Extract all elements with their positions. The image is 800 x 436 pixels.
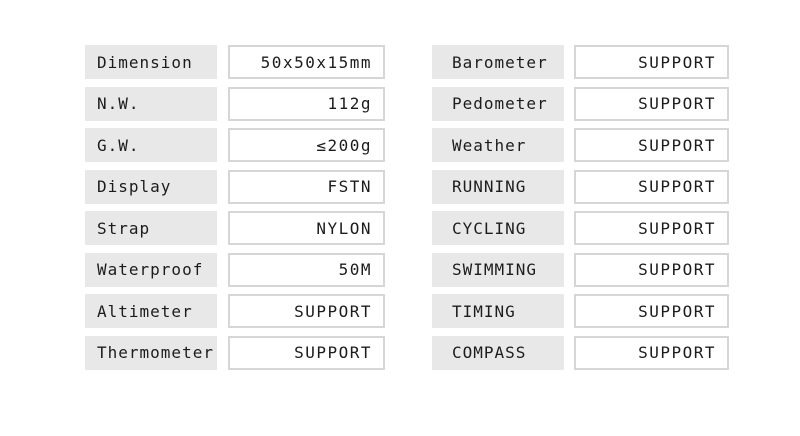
spec-row: Waterproof 50M [85, 252, 385, 287]
spec-row: SWIMMING SUPPORT [432, 252, 729, 287]
spec-value: SUPPORT [574, 45, 729, 79]
spec-row: RUNNING SUPPORT [432, 169, 729, 204]
spec-label: Weather [432, 128, 564, 162]
spec-value: SUPPORT [574, 86, 729, 121]
spec-label: TIMING [432, 294, 564, 328]
spec-value: 50M [228, 252, 385, 287]
spec-value: SUPPORT [574, 128, 729, 162]
spec-row: G.W. ≤200g [85, 128, 385, 162]
spec-label: Barometer [432, 45, 564, 79]
spec-row: Weather SUPPORT [432, 128, 729, 162]
spec-value: SUPPORT [574, 211, 729, 245]
spec-row: Barometer SUPPORT [432, 45, 729, 79]
spec-label: Dimension [85, 45, 217, 79]
spec-row: Altimeter SUPPORT [85, 294, 385, 328]
spec-row: N.W. 112g [85, 86, 385, 121]
spec-label: Waterproof [85, 252, 217, 287]
spec-label: CYCLING [432, 211, 564, 245]
spec-row: Dimension 50x50x15mm [85, 45, 385, 79]
spec-row: Strap NYLON [85, 211, 385, 245]
spec-label: G.W. [85, 128, 217, 162]
spec-value: 112g [228, 86, 385, 121]
spec-label: RUNNING [432, 169, 564, 204]
spec-label: SWIMMING [432, 252, 564, 287]
spec-table: Dimension 50x50x15mm N.W. 112g G.W. ≤200… [85, 45, 729, 370]
spec-column-right: Barometer SUPPORT Pedometer SUPPORT Weat… [432, 45, 729, 370]
spec-value: 50x50x15mm [228, 45, 385, 79]
spec-row: CYCLING SUPPORT [432, 211, 729, 245]
spec-row: Thermometer SUPPORT [85, 335, 385, 370]
spec-value: SUPPORT [574, 252, 729, 287]
spec-value: SUPPORT [574, 294, 729, 328]
spec-label: N.W. [85, 86, 217, 121]
spec-value: NYLON [228, 211, 385, 245]
spec-value: ≤200g [228, 128, 385, 162]
spec-value: SUPPORT [228, 335, 385, 370]
spec-label: Strap [85, 211, 217, 245]
spec-label: Pedometer [432, 86, 564, 121]
spec-label: COMPASS [432, 335, 564, 370]
spec-row: Display FSTN [85, 169, 385, 204]
spec-value: FSTN [228, 169, 385, 204]
spec-column-left: Dimension 50x50x15mm N.W. 112g G.W. ≤200… [85, 45, 385, 370]
spec-value: SUPPORT [574, 169, 729, 204]
spec-value: SUPPORT [574, 335, 729, 370]
spec-value: SUPPORT [228, 294, 385, 328]
spec-row: TIMING SUPPORT [432, 294, 729, 328]
spec-label: Altimeter [85, 294, 217, 328]
spec-row: Pedometer SUPPORT [432, 86, 729, 121]
spec-label: Thermometer [85, 335, 217, 370]
spec-row: COMPASS SUPPORT [432, 335, 729, 370]
spec-label: Display [85, 169, 217, 204]
